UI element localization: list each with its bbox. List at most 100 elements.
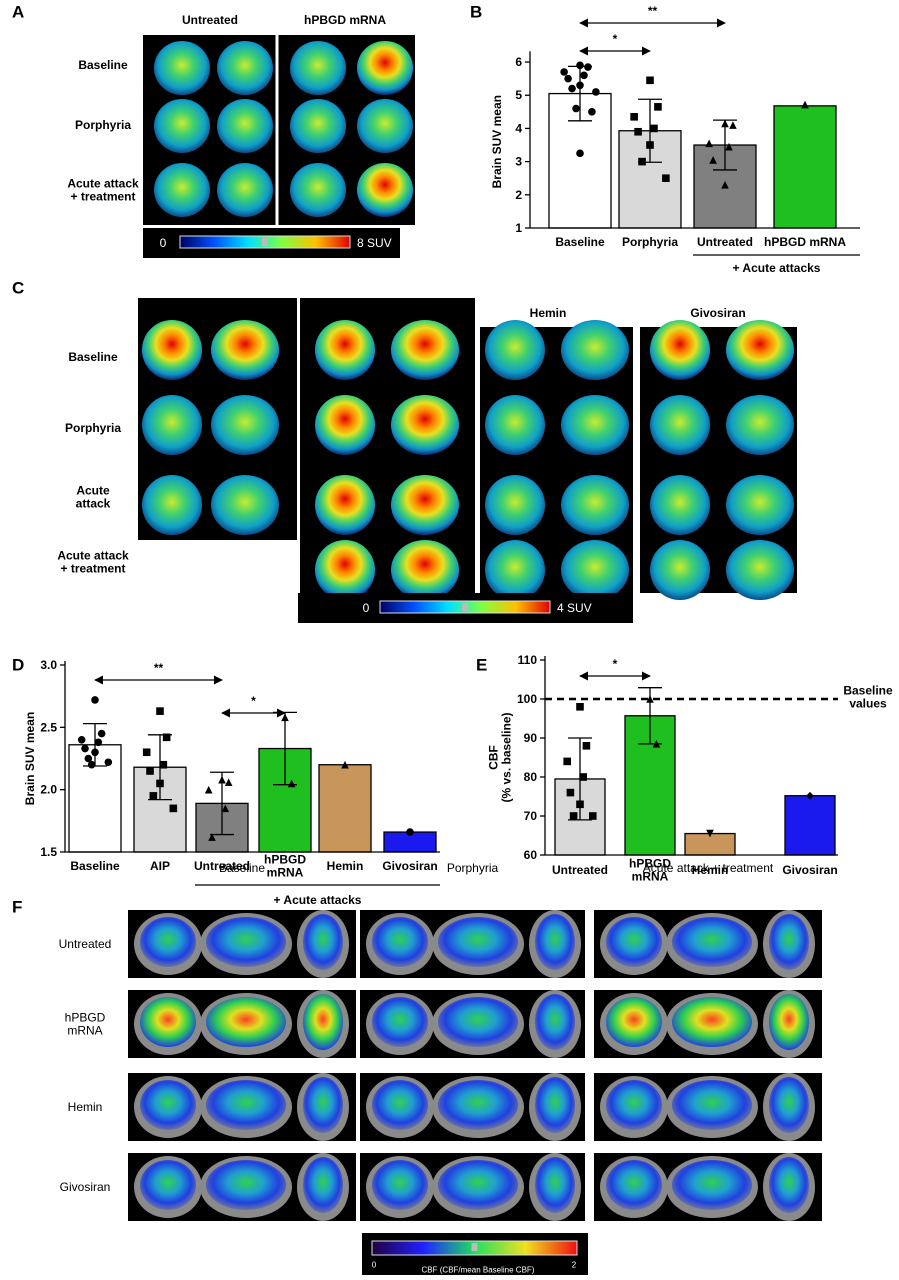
data-point [142, 748, 151, 757]
y-tick-label: 90 [524, 731, 538, 745]
x-tick-label: Hemin [692, 863, 729, 877]
significance-label: * [613, 32, 618, 46]
pet-image [315, 320, 375, 380]
data-point [104, 758, 113, 767]
data-point [646, 695, 654, 703]
data-point [162, 733, 171, 742]
row-label: Untreated [59, 937, 112, 951]
data-point [579, 773, 587, 781]
x-tick-label: Porphyria [622, 235, 678, 249]
cbf-map [303, 1157, 343, 1213]
cbf-map [206, 997, 286, 1047]
column-header: Porphyria [447, 861, 499, 875]
y-tick-label: 2.5 [40, 720, 57, 734]
data-point [572, 104, 580, 113]
panel-label: E [476, 656, 487, 675]
y-tick-label: 100 [517, 692, 537, 706]
data-point [149, 792, 158, 800]
data-point [582, 742, 591, 750]
group-label: + Acute attacks [733, 261, 821, 275]
bar [318, 764, 372, 853]
data-point [709, 156, 717, 164]
pet-image [650, 475, 710, 535]
data-point [705, 139, 713, 148]
data-point [588, 108, 596, 116]
pet-image [154, 99, 210, 153]
cbf-map [606, 997, 662, 1047]
pet-image [217, 163, 273, 217]
data-point [662, 174, 670, 183]
y-tick-label: 1 [515, 221, 522, 235]
cbf-map [140, 1160, 196, 1210]
row-label: Acute attack + treatment [57, 548, 129, 575]
cbf-map [372, 1160, 428, 1210]
column-header: hPBGD mRNA [346, 306, 428, 320]
x-tick-label: Givosiran [782, 863, 837, 877]
pet-image [485, 475, 545, 535]
data-point [725, 142, 733, 151]
y-tick-label: 3.0 [40, 658, 57, 672]
row-label: Porphyria [75, 118, 131, 132]
bar [784, 795, 836, 856]
pet-image [154, 163, 210, 217]
data-point [566, 788, 575, 797]
data-point [646, 76, 654, 85]
data-point [564, 74, 572, 83]
data-point [801, 100, 809, 109]
row-label: Hemin [68, 1100, 103, 1114]
column-header: Untreated [182, 13, 238, 27]
row-label: Acute attack + treatment [67, 176, 139, 203]
pet-image [357, 41, 413, 95]
pet-image [211, 395, 279, 455]
pet-image [650, 320, 710, 380]
row-label: hPBGD mRNA [65, 1010, 106, 1037]
colorbar-slider [462, 603, 468, 611]
panel-label: D [12, 656, 24, 675]
pet-image [391, 475, 459, 535]
data-point [94, 738, 103, 747]
column-header: hPBGD mRNA [304, 13, 386, 27]
x-tick-label: Untreated [697, 235, 753, 249]
data-point [589, 812, 597, 820]
pet-image [561, 395, 629, 455]
y-tick-label: 1.5 [40, 845, 57, 859]
y-axis-label: Brain SUV mean [490, 95, 504, 188]
y-tick-label: 60 [524, 848, 538, 862]
x-tick-label: hPBGD mRNA [264, 852, 306, 879]
significance-label: * [251, 694, 256, 708]
pet-image [391, 320, 459, 380]
pet-image [485, 540, 545, 600]
cbf-map [769, 914, 809, 970]
row-label: Baseline [68, 350, 118, 364]
pet-image [561, 320, 629, 380]
x-tick-label: Untreated [194, 859, 250, 873]
data-point [638, 157, 646, 166]
significance-label: ** [154, 661, 164, 675]
y-tick-label: 4 [515, 121, 522, 135]
y-axis-label: CBF(% vs. baseline) [486, 712, 513, 802]
data-point [563, 757, 571, 766]
cbf-map [303, 1077, 343, 1133]
pet-image [726, 395, 794, 455]
data-point [287, 779, 296, 788]
data-point [84, 754, 93, 763]
data-point [208, 833, 216, 841]
data-point [576, 703, 584, 711]
data-point [576, 800, 584, 809]
colorbar-slider [262, 238, 268, 246]
colorbar-min: 0 [160, 236, 167, 250]
data-point [406, 828, 414, 836]
data-point [77, 736, 86, 744]
data-point [91, 748, 99, 757]
pet-image [290, 163, 346, 217]
data-point [568, 84, 576, 93]
data-point [729, 121, 737, 129]
y-tick-label: 110 [518, 653, 538, 667]
cbf-map [206, 1080, 286, 1130]
pet-image [650, 395, 710, 455]
pet-image [211, 320, 279, 380]
cbf-map [438, 917, 518, 967]
y-tick-label: 6 [515, 55, 522, 69]
data-point [224, 778, 233, 786]
